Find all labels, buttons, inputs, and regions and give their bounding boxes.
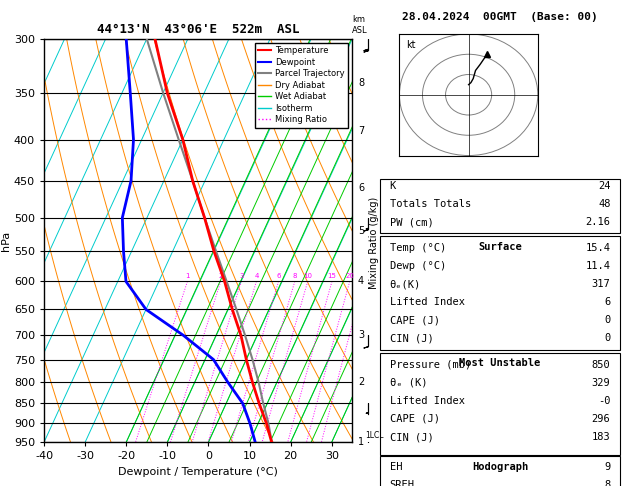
Text: 10: 10 [303,274,312,279]
Text: 1: 1 [358,437,364,447]
Text: 1: 1 [185,274,190,279]
Text: Surface: Surface [478,242,522,252]
Text: 11.4: 11.4 [586,261,611,271]
Text: 2.16: 2.16 [586,217,611,227]
Text: -0: -0 [598,396,611,406]
Text: Totals Totals: Totals Totals [389,199,471,209]
Text: 1LCL: 1LCL [365,431,384,440]
Text: 15.4: 15.4 [586,243,611,253]
Text: Pressure (mb): Pressure (mb) [389,360,471,370]
Text: 8: 8 [604,480,611,486]
Text: Most Unstable: Most Unstable [459,358,541,368]
Text: 6: 6 [604,297,611,307]
Text: Hodograph: Hodograph [472,462,528,472]
Legend: Temperature, Dewpoint, Parcel Trajectory, Dry Adiabat, Wet Adiabat, Isotherm, Mi: Temperature, Dewpoint, Parcel Trajectory… [255,43,348,128]
Text: 3: 3 [239,274,243,279]
Y-axis label: hPa: hPa [1,230,11,251]
Text: Temp (°C): Temp (°C) [389,243,446,253]
X-axis label: Dewpoint / Temperature (°C): Dewpoint / Temperature (°C) [118,467,278,477]
Bar [380,179,620,233]
Text: CIN (J): CIN (J) [389,333,433,344]
Text: K: K [389,181,396,191]
Text: 48: 48 [598,199,611,209]
Text: 6: 6 [276,274,281,279]
Text: 329: 329 [592,378,611,388]
Text: 24: 24 [598,181,611,191]
Text: θₑ(K): θₑ(K) [389,279,421,289]
Text: 5: 5 [358,226,364,236]
Text: Dewp (°C): Dewp (°C) [389,261,446,271]
Text: 8: 8 [292,274,297,279]
Text: 6: 6 [358,183,364,193]
Text: 7: 7 [358,126,364,136]
Text: km
ASL: km ASL [352,16,368,35]
Text: CAPE (J): CAPE (J) [389,414,440,424]
Text: PW (cm): PW (cm) [389,217,433,227]
Text: 3: 3 [358,330,364,340]
Text: 0: 0 [604,333,611,344]
Text: Lifted Index: Lifted Index [389,396,465,406]
Text: Lifted Index: Lifted Index [389,297,465,307]
Title: 44°13'N  43°06'E  522m  ASL: 44°13'N 43°06'E 522m ASL [97,23,299,36]
Text: SREH: SREH [389,480,415,486]
Text: 2: 2 [358,377,364,387]
Bar [380,352,620,455]
Text: 2: 2 [218,274,223,279]
Text: 296: 296 [592,414,611,424]
Text: 4: 4 [358,277,364,286]
Text: 9: 9 [604,462,611,472]
Text: 850: 850 [592,360,611,370]
Text: 0: 0 [604,315,611,326]
Text: 15: 15 [328,274,337,279]
Text: 28.04.2024  00GMT  (Base: 00): 28.04.2024 00GMT (Base: 00) [402,12,598,22]
Text: 8: 8 [358,78,364,87]
Text: 317: 317 [592,279,611,289]
Text: Mixing Ratio (g/kg): Mixing Ratio (g/kg) [369,197,379,289]
Text: 183: 183 [592,432,611,442]
Text: CIN (J): CIN (J) [389,432,433,442]
Text: kt: kt [406,40,416,50]
Text: θₑ (K): θₑ (K) [389,378,427,388]
Text: CAPE (J): CAPE (J) [389,315,440,326]
Bar [380,456,620,486]
Text: 4: 4 [254,274,259,279]
Bar [380,236,620,350]
Text: EH: EH [389,462,402,472]
Text: 20: 20 [345,274,354,279]
